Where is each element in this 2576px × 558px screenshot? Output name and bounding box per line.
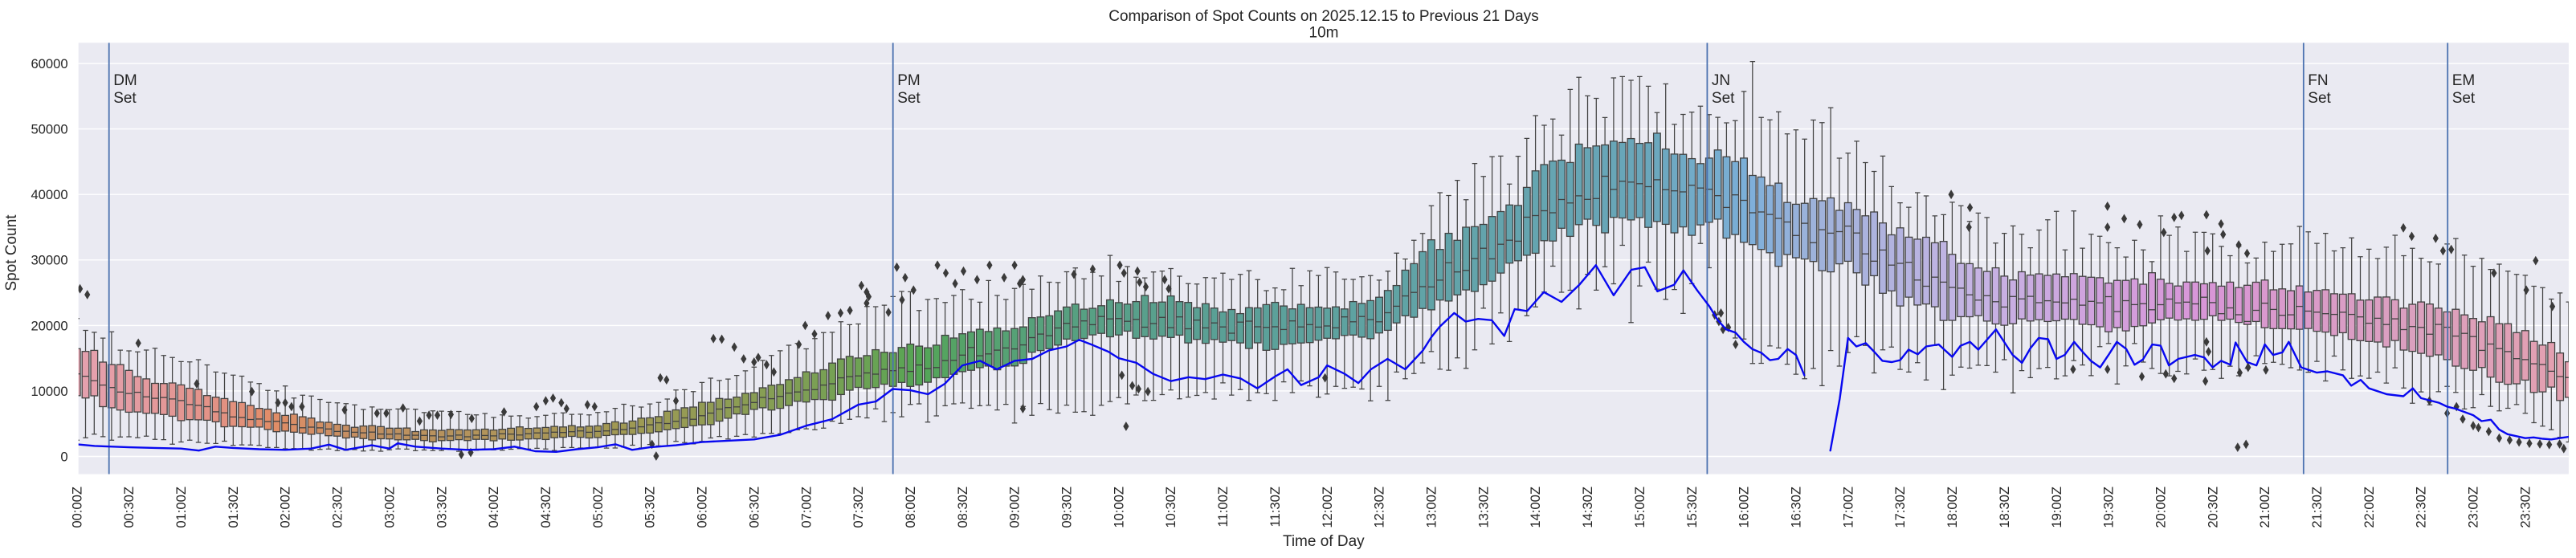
svg-text:20:30Z: 20:30Z [2205,487,2220,528]
svg-text:09:00Z: 09:00Z [1007,487,1023,528]
svg-text:13:30Z: 13:30Z [1476,487,1491,528]
svg-text:00:00Z: 00:00Z [69,487,84,528]
svg-text:19:30Z: 19:30Z [2101,487,2117,528]
svg-text:DM: DM [113,72,137,89]
svg-text:10:00Z: 10:00Z [1111,487,1126,528]
svg-text:Set: Set [1712,90,1735,107]
svg-text:40000: 40000 [31,187,67,202]
svg-text:04:30Z: 04:30Z [538,487,553,528]
svg-text:PM: PM [897,72,921,89]
svg-text:16:30Z: 16:30Z [1789,487,1804,528]
svg-text:04:00Z: 04:00Z [486,487,501,528]
svg-text:14:30Z: 14:30Z [1580,487,1595,528]
svg-text:19:00Z: 19:00Z [2049,487,2064,528]
svg-text:Set: Set [897,90,921,107]
svg-text:12:30Z: 12:30Z [1372,487,1387,528]
svg-text:JN: JN [1712,72,1730,89]
svg-text:14:00Z: 14:00Z [1528,487,1543,528]
svg-text:11:30Z: 11:30Z [1268,487,1283,527]
svg-text:22:30Z: 22:30Z [2414,487,2429,528]
svg-text:18:00Z: 18:00Z [1945,487,1960,528]
svg-text:Set: Set [2452,90,2476,107]
svg-text:30000: 30000 [31,253,67,268]
svg-text:17:30Z: 17:30Z [1892,487,1908,528]
svg-text:16:00Z: 16:00Z [1737,487,1752,528]
svg-text:08:30Z: 08:30Z [955,487,970,528]
svg-text:20000: 20000 [31,318,67,333]
svg-text:02:00Z: 02:00Z [278,487,293,528]
svg-text:07:00Z: 07:00Z [798,487,814,528]
svg-text:05:30Z: 05:30Z [643,487,658,528]
svg-text:12:00Z: 12:00Z [1320,487,1335,528]
svg-text:0: 0 [60,449,67,464]
svg-text:15:00Z: 15:00Z [1632,487,1647,528]
svg-text:06:30Z: 06:30Z [746,487,761,528]
svg-text:10:30Z: 10:30Z [1163,487,1178,528]
svg-text:11:00Z: 11:00Z [1215,487,1231,527]
svg-text:FN: FN [2308,72,2328,89]
svg-text:22:00Z: 22:00Z [2362,487,2377,528]
svg-text:23:30Z: 23:30Z [2517,487,2533,528]
svg-text:00:30Z: 00:30Z [121,487,137,528]
svg-text:Time of Day: Time of Day [1283,533,1365,550]
svg-text:13:00Z: 13:00Z [1424,487,1439,528]
svg-text:18:30Z: 18:30Z [1997,487,2012,528]
svg-text:50000: 50000 [31,122,67,137]
svg-text:06:00Z: 06:00Z [695,487,710,528]
svg-text:21:30Z: 21:30Z [2309,487,2325,528]
svg-text:03:30Z: 03:30Z [434,487,449,528]
svg-text:09:30Z: 09:30Z [1059,487,1075,528]
svg-text:07:30Z: 07:30Z [851,487,866,528]
svg-text:05:00Z: 05:00Z [590,487,606,528]
svg-text:10000: 10000 [31,384,67,399]
svg-text:21:00Z: 21:00Z [2257,487,2272,528]
svg-text:Spot Count: Spot Count [3,214,20,291]
svg-text:EM: EM [2452,72,2476,89]
svg-text:03:00Z: 03:00Z [382,487,397,528]
svg-text:Set: Set [2308,90,2331,107]
svg-text:02:30Z: 02:30Z [330,487,345,528]
svg-text:60000: 60000 [31,56,67,71]
svg-text:Set: Set [113,90,137,107]
svg-text:Comparison of Spot Counts on 2: Comparison of Spot Counts on 2025.12.15 … [1108,8,1539,25]
svg-text:17:00Z: 17:00Z [1840,487,1855,528]
svg-text:08:00Z: 08:00Z [903,487,918,528]
svg-text:20:00Z: 20:00Z [2153,487,2169,528]
svg-text:01:00Z: 01:00Z [174,487,189,528]
svg-text:23:00Z: 23:00Z [2466,487,2481,528]
svg-text:10m: 10m [1309,24,1339,41]
svg-text:15:30Z: 15:30Z [1684,487,1700,528]
svg-text:01:30Z: 01:30Z [226,487,241,528]
